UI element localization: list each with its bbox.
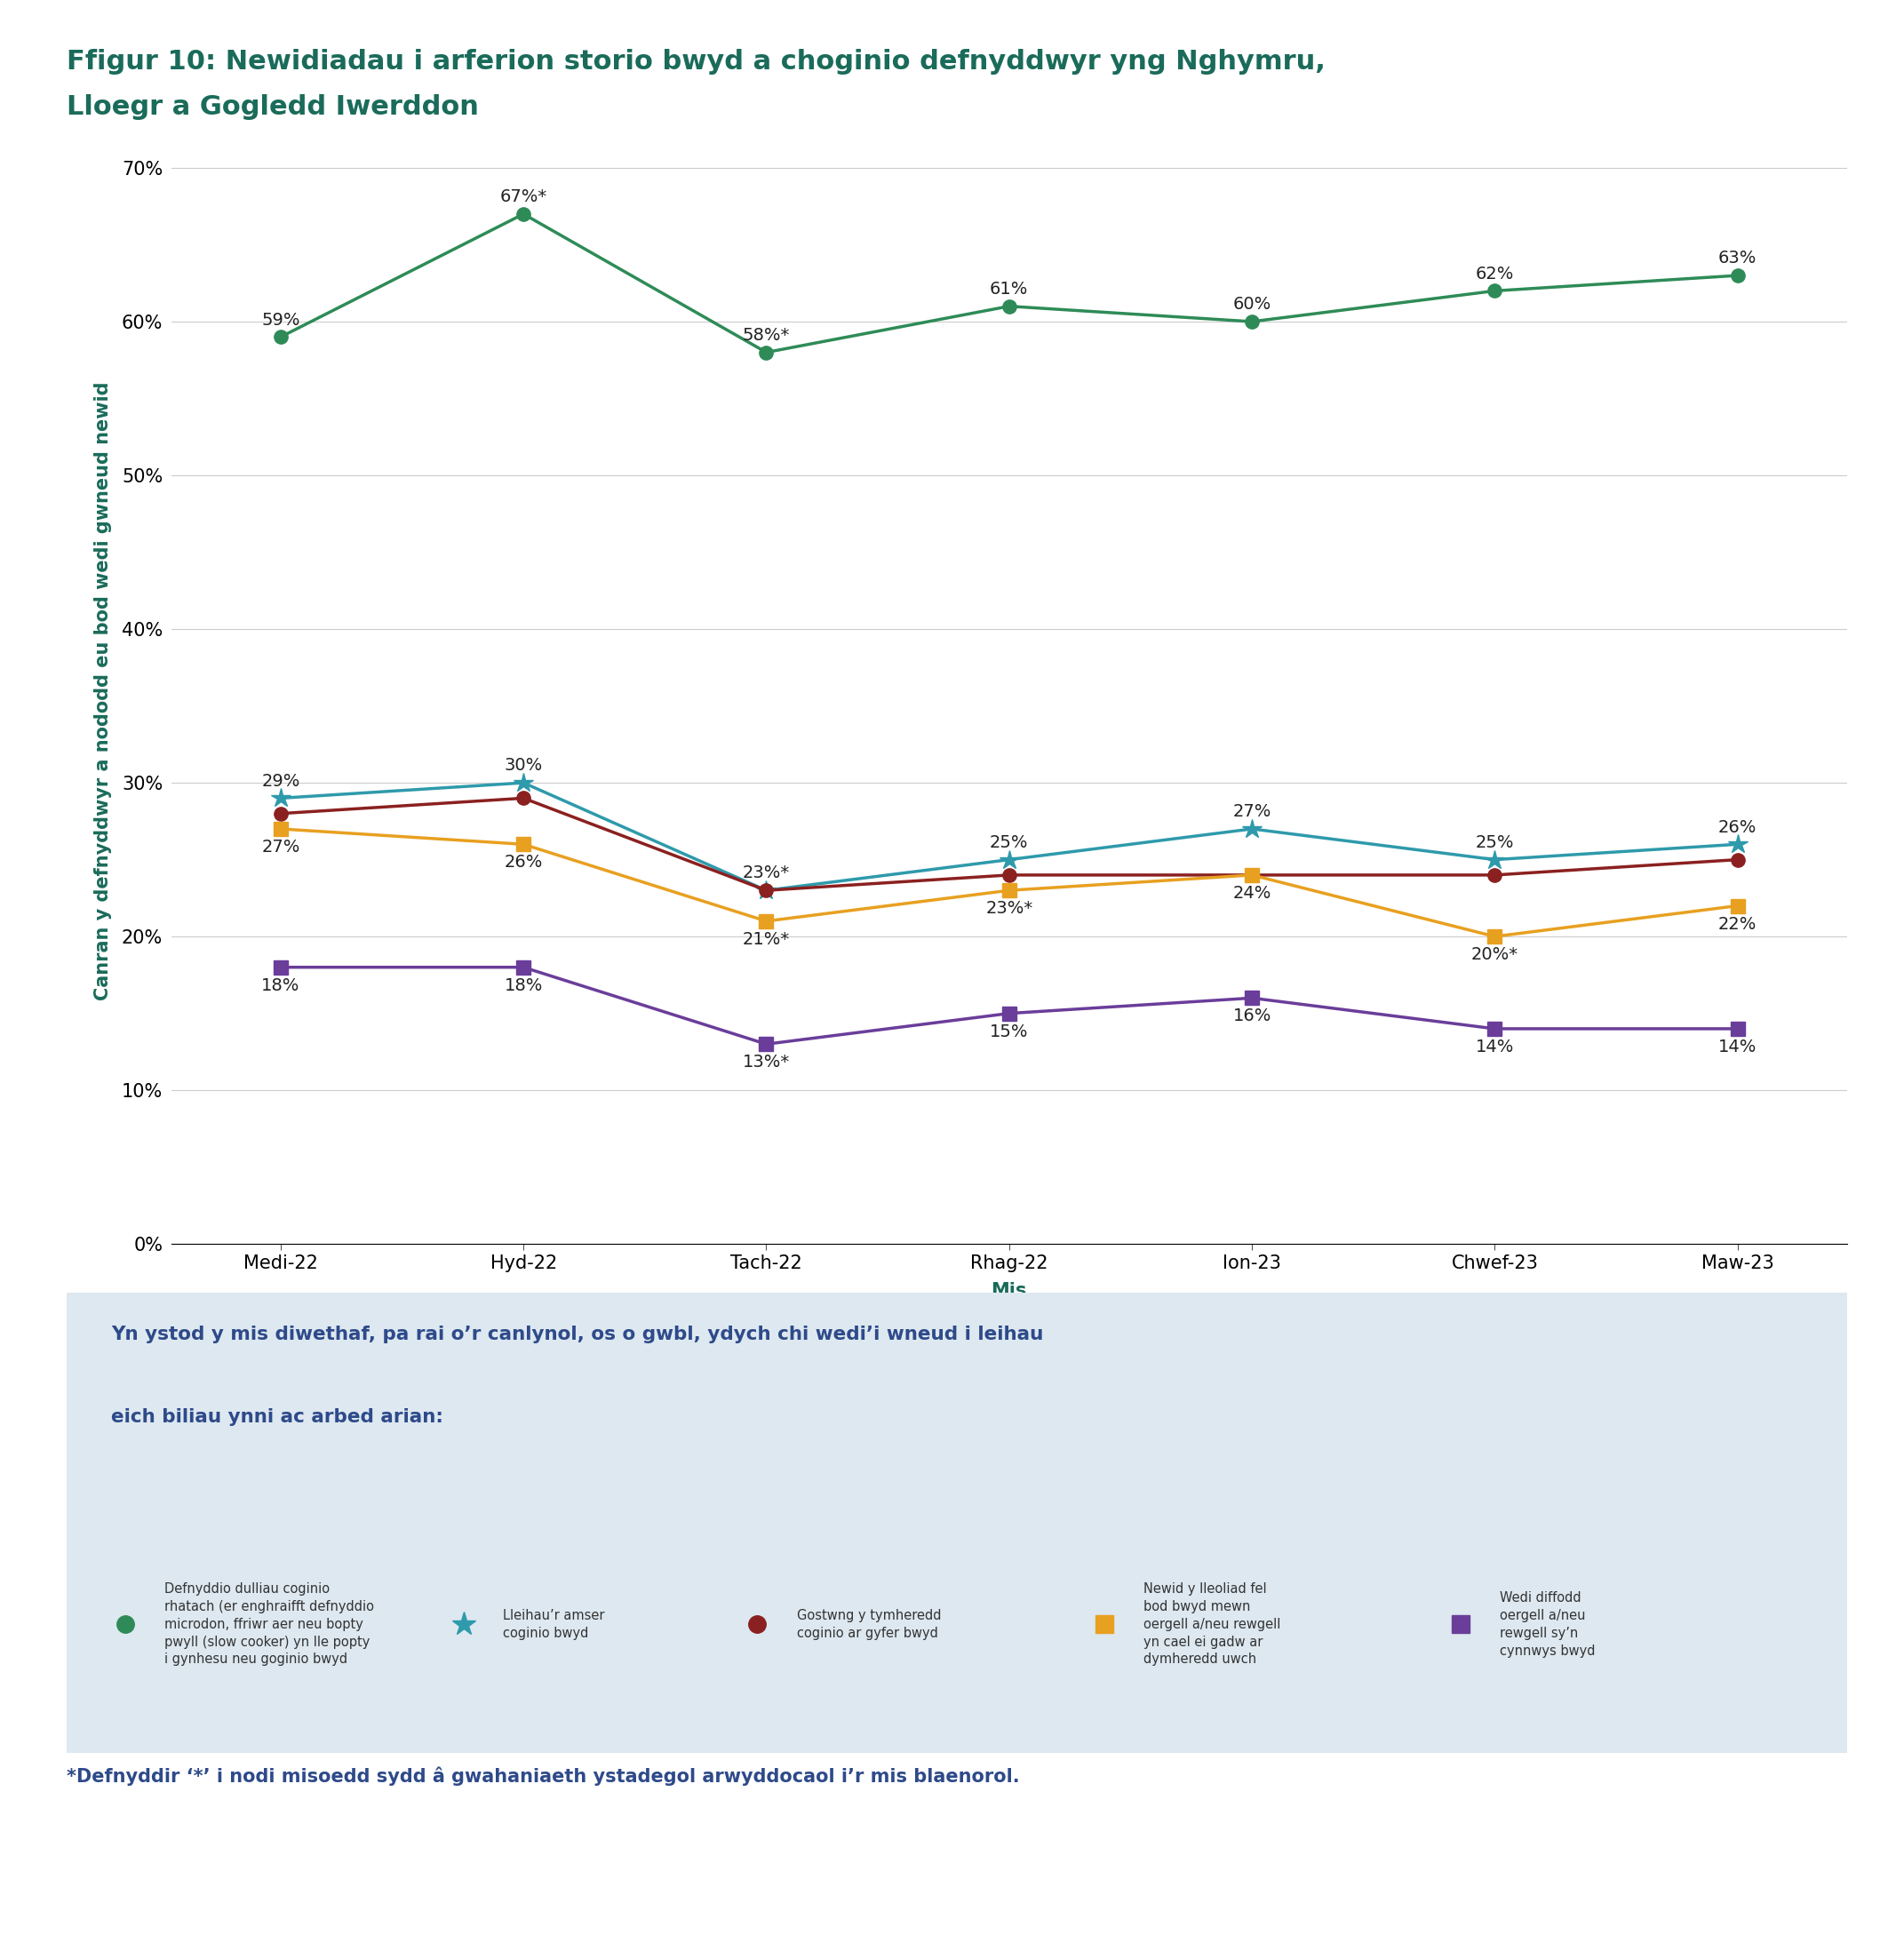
Text: 63%: 63%: [1717, 251, 1757, 266]
Text: 26%: 26%: [1717, 819, 1757, 836]
X-axis label: Mis: Mis: [992, 1281, 1026, 1301]
Text: Ffigur 10: Newidiadau i arferion storio bwyd a choginio defnyddwyr yng Nghymru,: Ffigur 10: Newidiadau i arferion storio …: [67, 49, 1325, 74]
Text: 59%: 59%: [261, 311, 301, 329]
Text: 15%: 15%: [990, 1023, 1028, 1040]
Text: 25%: 25%: [990, 835, 1028, 850]
Text: Defnyddio dulliau coginio
rhatach (er enghraifft defnyddio
microdon, ffriwr aer : Defnyddio dulliau coginio rhatach (er en…: [164, 1583, 375, 1667]
Text: 58%*: 58%*: [743, 327, 790, 343]
Text: Lloegr a Gogledd Iwerddon: Lloegr a Gogledd Iwerddon: [67, 94, 478, 119]
Text: 29%: 29%: [261, 772, 301, 789]
Text: Gostwng y tymheredd
coginio ar gyfer bwyd: Gostwng y tymheredd coginio ar gyfer bwy…: [796, 1608, 941, 1640]
Text: 62%: 62%: [1476, 264, 1514, 282]
Text: 23%*: 23%*: [986, 901, 1032, 917]
Text: 27%: 27%: [261, 838, 301, 856]
Text: *Defnyddir ‘*’ i nodi misoedd sydd â gwahaniaeth ystadegol arwyddocaol i’r mis b: *Defnyddir ‘*’ i nodi misoedd sydd â gwa…: [67, 1767, 1021, 1787]
Text: 23%*: 23%*: [743, 864, 790, 882]
Text: 30%: 30%: [505, 758, 543, 774]
Text: 25%: 25%: [1476, 835, 1514, 850]
Y-axis label: Canran y defnyddwyr a nododd eu bod wedi gwneud newid: Canran y defnyddwyr a nododd eu bod wedi…: [93, 382, 112, 999]
Text: Yn ystod y mis diwethaf, pa rai o’r canlynol, os o gwbl, ydych chi wedi’i wneud : Yn ystod y mis diwethaf, pa rai o’r canl…: [110, 1324, 1043, 1344]
Text: 16%: 16%: [1232, 1007, 1272, 1025]
Text: 21%*: 21%*: [743, 931, 790, 948]
Text: 67%*: 67%*: [501, 188, 546, 206]
Text: 18%: 18%: [261, 978, 301, 993]
Text: 14%: 14%: [1717, 1038, 1757, 1056]
Text: 14%: 14%: [1476, 1038, 1514, 1056]
Text: Wedi diffodd
oergell a/neu
rewgell sy’n
cynnwys bwyd: Wedi diffodd oergell a/neu rewgell sy’n …: [1500, 1591, 1596, 1657]
Text: Lleihau’r amser
coginio bwyd: Lleihau’r amser coginio bwyd: [503, 1608, 605, 1640]
Text: 13%*: 13%*: [743, 1054, 790, 1072]
Text: Newid y lleoliad fel
bod bwyd mewn
oergell a/neu rewgell
yn cael ei gadw ar
dymh: Newid y lleoliad fel bod bwyd mewn oerge…: [1144, 1583, 1281, 1667]
Text: 24%: 24%: [1232, 885, 1272, 901]
Text: 60%: 60%: [1232, 296, 1272, 313]
Text: eich biliau ynni ac arbed arian:: eich biliau ynni ac arbed arian:: [110, 1409, 444, 1426]
Text: 18%: 18%: [505, 978, 543, 993]
Text: 26%: 26%: [505, 854, 543, 872]
Text: 20%*: 20%*: [1472, 946, 1517, 964]
Text: 22%: 22%: [1717, 915, 1757, 932]
FancyBboxPatch shape: [40, 1285, 1874, 1761]
Text: 61%: 61%: [990, 280, 1028, 298]
Text: 27%: 27%: [1232, 803, 1272, 821]
